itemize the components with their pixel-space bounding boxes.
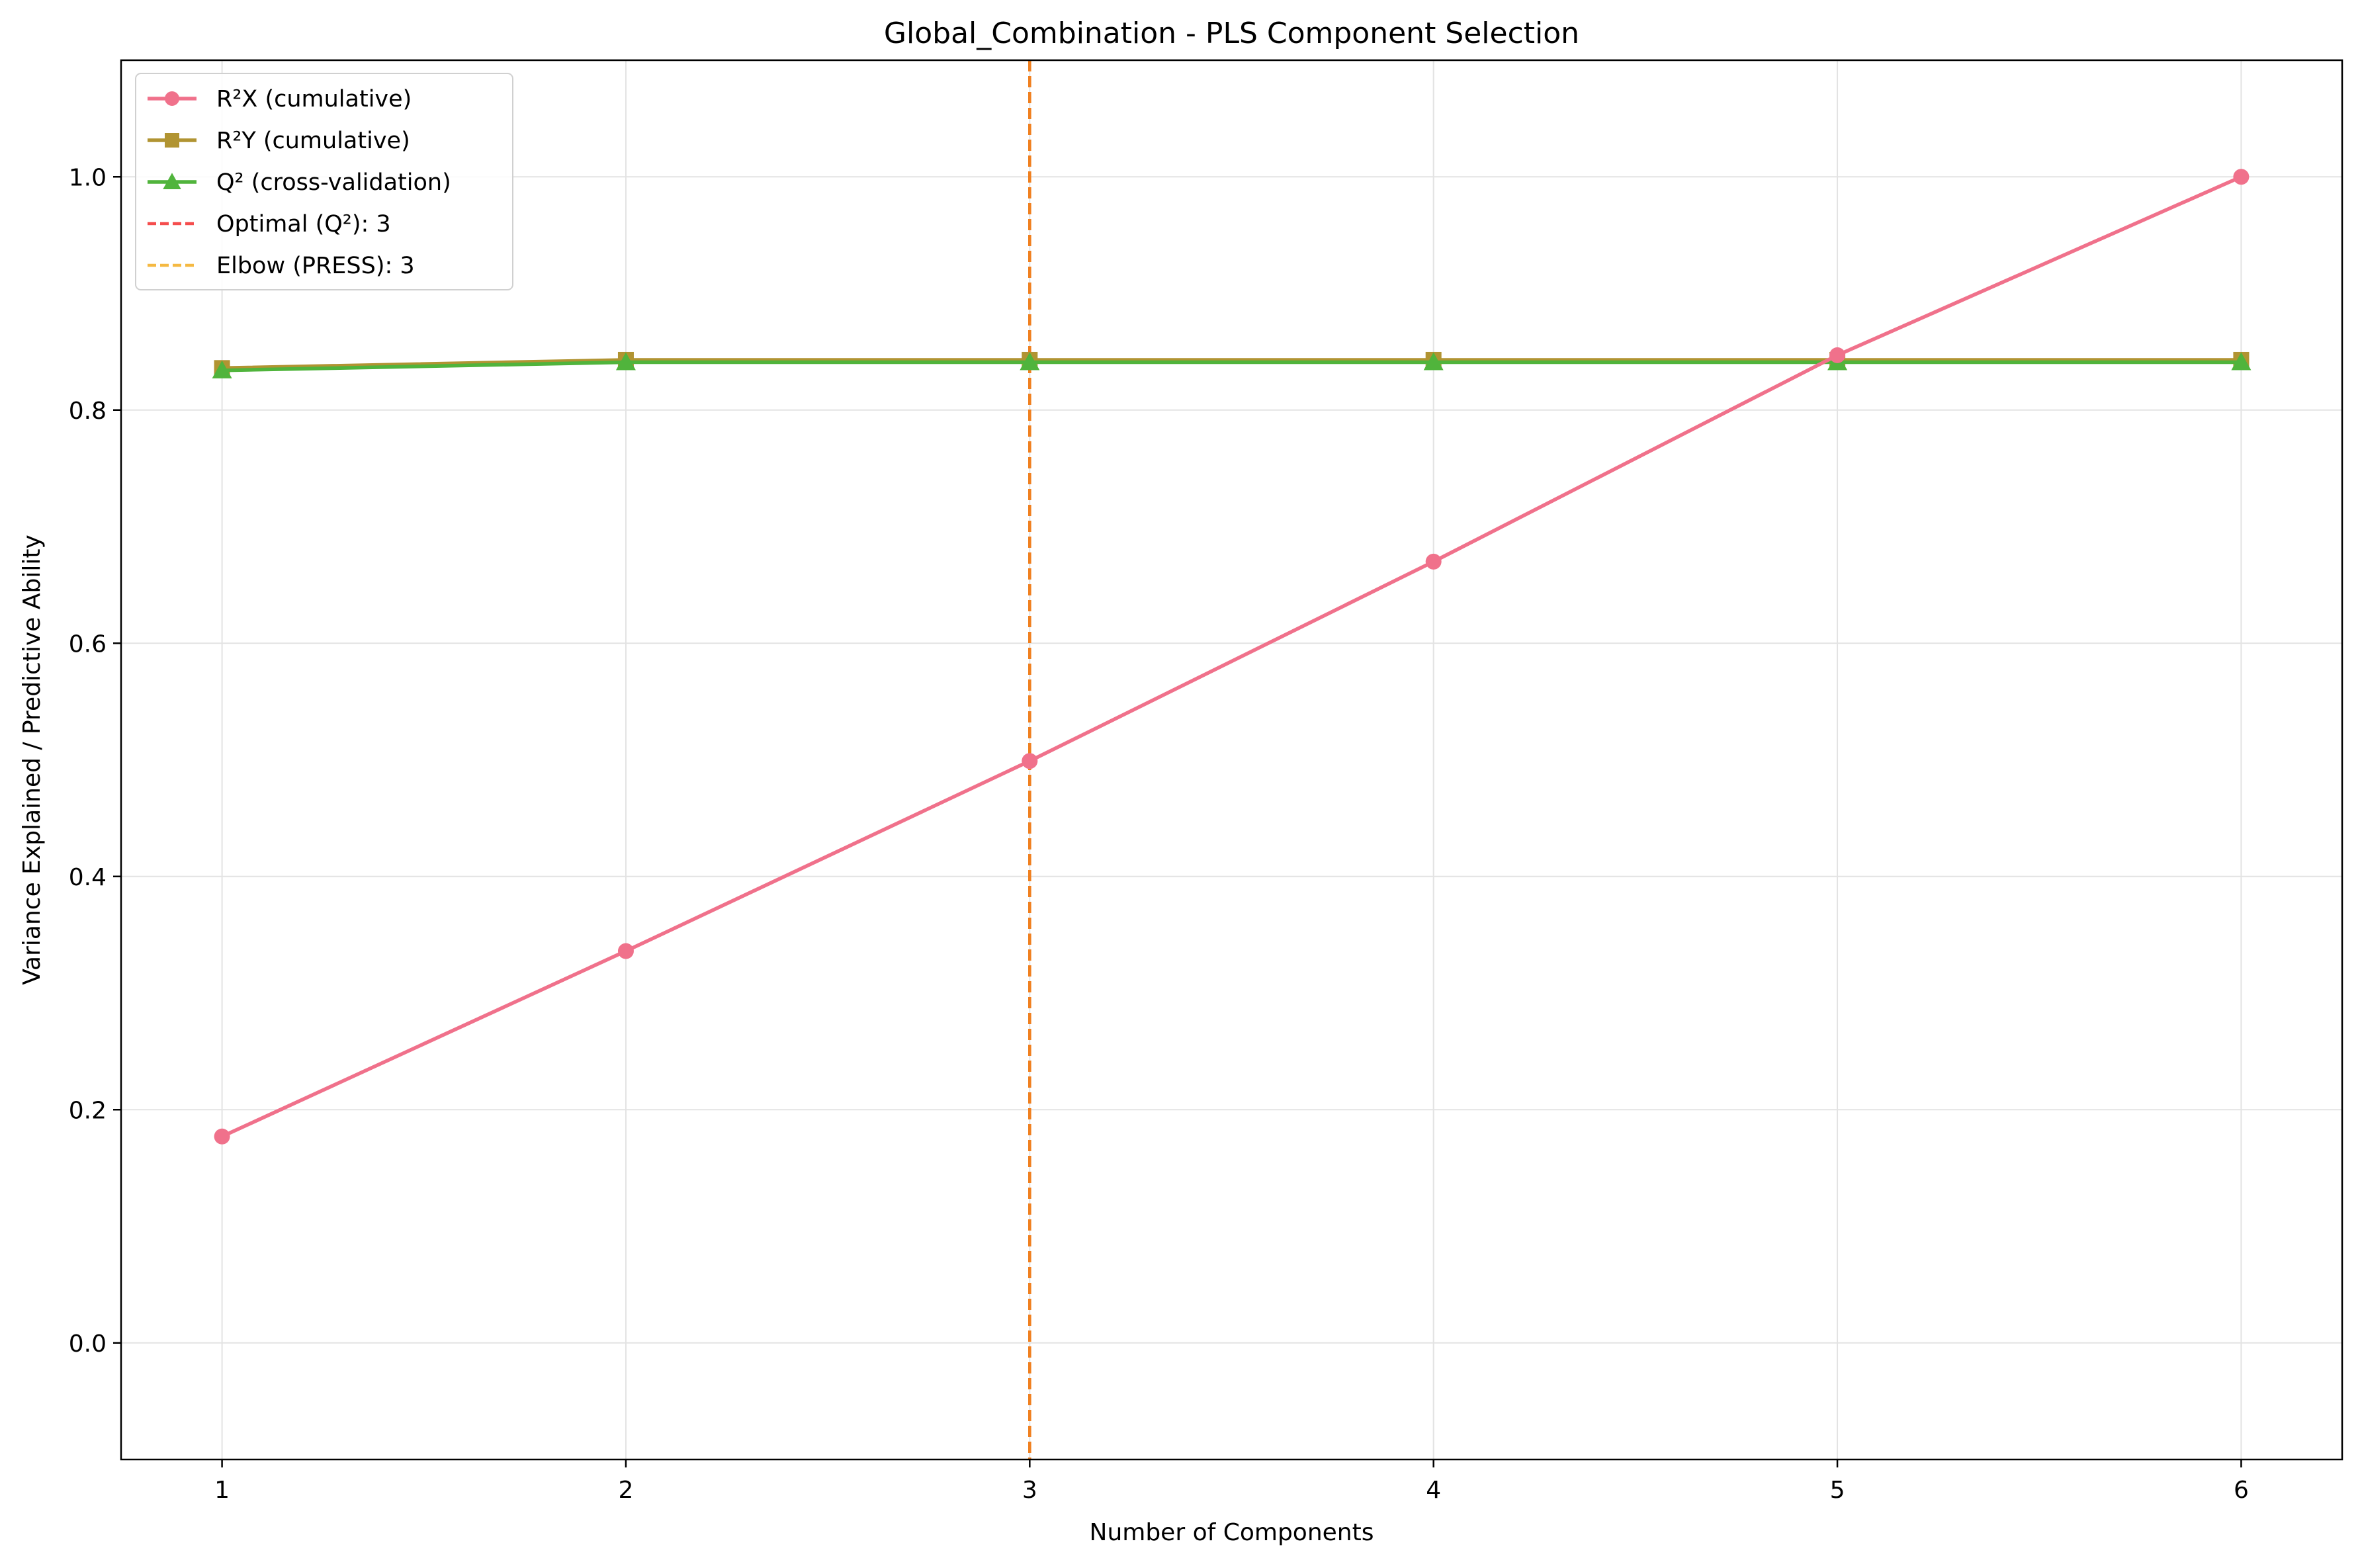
data-point-circle bbox=[2233, 169, 2250, 185]
series-line bbox=[222, 360, 2242, 372]
legend-label: Optimal (Q²): 3 bbox=[216, 211, 391, 238]
legend: R²X (cumulative) R²Y (cumulative) Q² (cros… bbox=[135, 73, 513, 290]
data-point-circle bbox=[1829, 347, 1846, 363]
legend-label: Q² (cross-validation) bbox=[216, 169, 451, 196]
data-point-triangle bbox=[212, 360, 232, 378]
data-point-triangle bbox=[1423, 352, 1444, 370]
y-tick-label: 0.8 bbox=[69, 398, 107, 425]
y-tick-label: 1.0 bbox=[69, 164, 107, 191]
data-point-circle bbox=[1022, 753, 1038, 769]
data-point-circle bbox=[165, 91, 179, 106]
x-tick-label: 1 bbox=[214, 1477, 230, 1504]
series-line bbox=[221, 175, 2242, 1139]
data-point-triangle bbox=[163, 173, 181, 189]
chart-title: Global_Combination - PLS Component Selec… bbox=[884, 17, 1579, 50]
x-tick-label: 6 bbox=[2234, 1477, 2249, 1504]
legend-label: R²Y (cumulative) bbox=[216, 128, 410, 154]
data-point-triangle bbox=[2231, 352, 2252, 370]
y-tick-label: 0.2 bbox=[69, 1097, 107, 1124]
data-point-circle bbox=[214, 1128, 230, 1145]
data-point-triangle bbox=[615, 352, 636, 370]
plot-frame bbox=[120, 59, 2343, 1461]
series-circle bbox=[214, 169, 2250, 1145]
x-tick-label: 5 bbox=[1830, 1477, 1845, 1504]
series-line bbox=[222, 358, 2242, 370]
data-point-square bbox=[165, 133, 179, 148]
y-tick-label: 0.6 bbox=[69, 631, 107, 658]
y-tick-label: 0.4 bbox=[69, 864, 107, 891]
x-tick-label: 3 bbox=[1022, 1477, 1037, 1504]
y-tick-label: 0.0 bbox=[69, 1330, 107, 1358]
y-axis-label: Variance Explained / Predictive Ability bbox=[19, 535, 46, 985]
legend-box bbox=[135, 73, 513, 290]
data-point-circle bbox=[617, 943, 634, 959]
x-axis-label: Number of Components bbox=[1090, 1519, 1374, 1546]
legend-label: Elbow (PRESS): 3 bbox=[216, 253, 415, 279]
data-point-circle bbox=[1425, 553, 1442, 570]
x-tick-label: 2 bbox=[619, 1477, 634, 1504]
data-point-triangle bbox=[1020, 352, 1040, 370]
x-tick-label: 4 bbox=[1426, 1477, 1441, 1504]
legend-label: R²X (cumulative) bbox=[216, 86, 412, 112]
